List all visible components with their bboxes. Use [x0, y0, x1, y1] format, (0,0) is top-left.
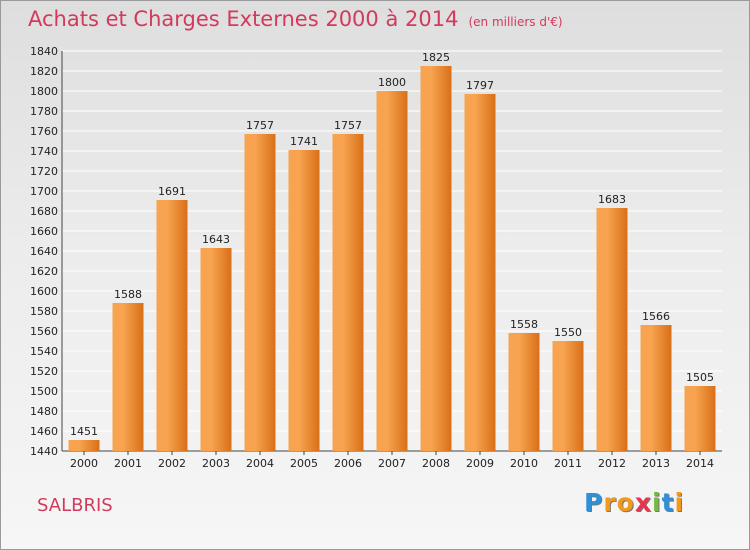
x-tick-label-2002: 2002	[158, 457, 186, 470]
bar-2009	[464, 94, 496, 451]
value-label-2011: 1550	[554, 326, 582, 339]
y-tick-label: 1840	[30, 45, 58, 58]
y-tick-label: 1560	[30, 325, 58, 338]
x-tick-label-2014: 2014	[686, 457, 714, 470]
y-axis-ticks: 1440 1460 1480 1500 1520 1540 1560 1580 1600 1620…	[30, 45, 58, 458]
x-tick-label-2005: 2005	[290, 457, 318, 470]
bar-2013	[640, 325, 672, 451]
y-tick-label: 1480	[30, 405, 58, 418]
y-tick-label: 1520	[30, 365, 58, 378]
x-tick-label-2007: 2007	[378, 457, 406, 470]
y-tick-label: 1680	[30, 205, 58, 218]
y-tick-label: 1760	[30, 125, 58, 138]
value-label-2014: 1505	[686, 371, 714, 384]
value-labels: 1451 1588 1691 1643 1757 1741 1757 1800 1825 1797…	[70, 51, 714, 438]
x-tick-label-2000: 2000	[70, 457, 98, 470]
place-name: SALBRIS	[37, 495, 113, 516]
x-tick-label-2006: 2006	[334, 457, 362, 470]
logo-letter: t	[661, 488, 675, 517]
y-tick-label: 1500	[30, 385, 58, 398]
logo-letter: r	[603, 488, 617, 517]
bar-2001	[112, 303, 144, 451]
bar-2007	[376, 91, 408, 451]
value-label-2009: 1797	[466, 79, 494, 92]
y-tick-label: 1800	[30, 85, 58, 98]
x-tick-label-2001: 2001	[114, 457, 142, 470]
value-label-2002: 1691	[158, 185, 186, 198]
x-tick-label-2013: 2013	[642, 457, 670, 470]
value-label-2004: 1757	[246, 119, 274, 132]
y-tick-label: 1600	[30, 285, 58, 298]
value-label-2013: 1566	[642, 310, 670, 323]
bar-2002	[156, 200, 188, 451]
bar-2005	[288, 150, 320, 451]
y-tick-label: 1740	[30, 145, 58, 158]
chart-title: Achats et Charges Externes 2000 à 2014 (e…	[28, 7, 563, 31]
value-label-2010: 1558	[510, 318, 538, 331]
bar-2006	[332, 134, 364, 451]
value-label-2008: 1825	[422, 51, 450, 64]
bar-2004	[244, 134, 276, 451]
logo-letter: i	[652, 488, 662, 517]
value-label-2000: 1451	[70, 425, 98, 438]
x-tick-label-2004: 2004	[246, 457, 274, 470]
bar-2012	[596, 208, 628, 451]
bars	[68, 66, 716, 451]
y-tick-label: 1640	[30, 245, 58, 258]
logo-letter: P	[584, 488, 604, 517]
logo-letter: x	[634, 488, 652, 517]
value-label-2012: 1683	[598, 193, 626, 206]
x-tick-label-2010: 2010	[510, 457, 538, 470]
value-label-2003: 1643	[202, 233, 230, 246]
proxiti-logo: Proxiti	[584, 488, 684, 517]
x-tick-label-2008: 2008	[422, 457, 450, 470]
y-tick-label: 1620	[30, 265, 58, 278]
y-tick-label: 1720	[30, 165, 58, 178]
chart-subtitle: (en milliers d'€)	[468, 15, 563, 29]
y-tick-label: 1440	[30, 445, 58, 458]
bar-2010	[508, 333, 540, 451]
y-tick-label: 1700	[30, 185, 58, 198]
logo-letter: o	[616, 488, 635, 517]
x-axis-ticks: 2000 2001 2002 2003 2004 2005 2006 2007 2008 2009…	[70, 451, 714, 470]
bar-2000	[68, 440, 100, 451]
x-tick-label-2003: 2003	[202, 457, 230, 470]
y-tick-label: 1460	[30, 425, 58, 438]
value-label-2006: 1757	[334, 119, 362, 132]
x-tick-label-2011: 2011	[554, 457, 582, 470]
bar-2008	[420, 66, 452, 451]
value-label-2005: 1741	[290, 135, 318, 148]
value-label-2001: 1588	[114, 288, 142, 301]
y-tick-label: 1540	[30, 345, 58, 358]
x-tick-label-2012: 2012	[598, 457, 626, 470]
bar-2003	[200, 248, 232, 451]
y-tick-label: 1780	[30, 105, 58, 118]
bar-2011	[552, 341, 584, 451]
value-label-2007: 1800	[378, 76, 406, 89]
y-tick-label: 1580	[30, 305, 58, 318]
x-tick-label-2009: 2009	[466, 457, 494, 470]
y-tick-label: 1660	[30, 225, 58, 238]
y-tick-label: 1820	[30, 65, 58, 78]
bar-2014	[684, 386, 716, 451]
logo-letter: i	[674, 488, 685, 517]
